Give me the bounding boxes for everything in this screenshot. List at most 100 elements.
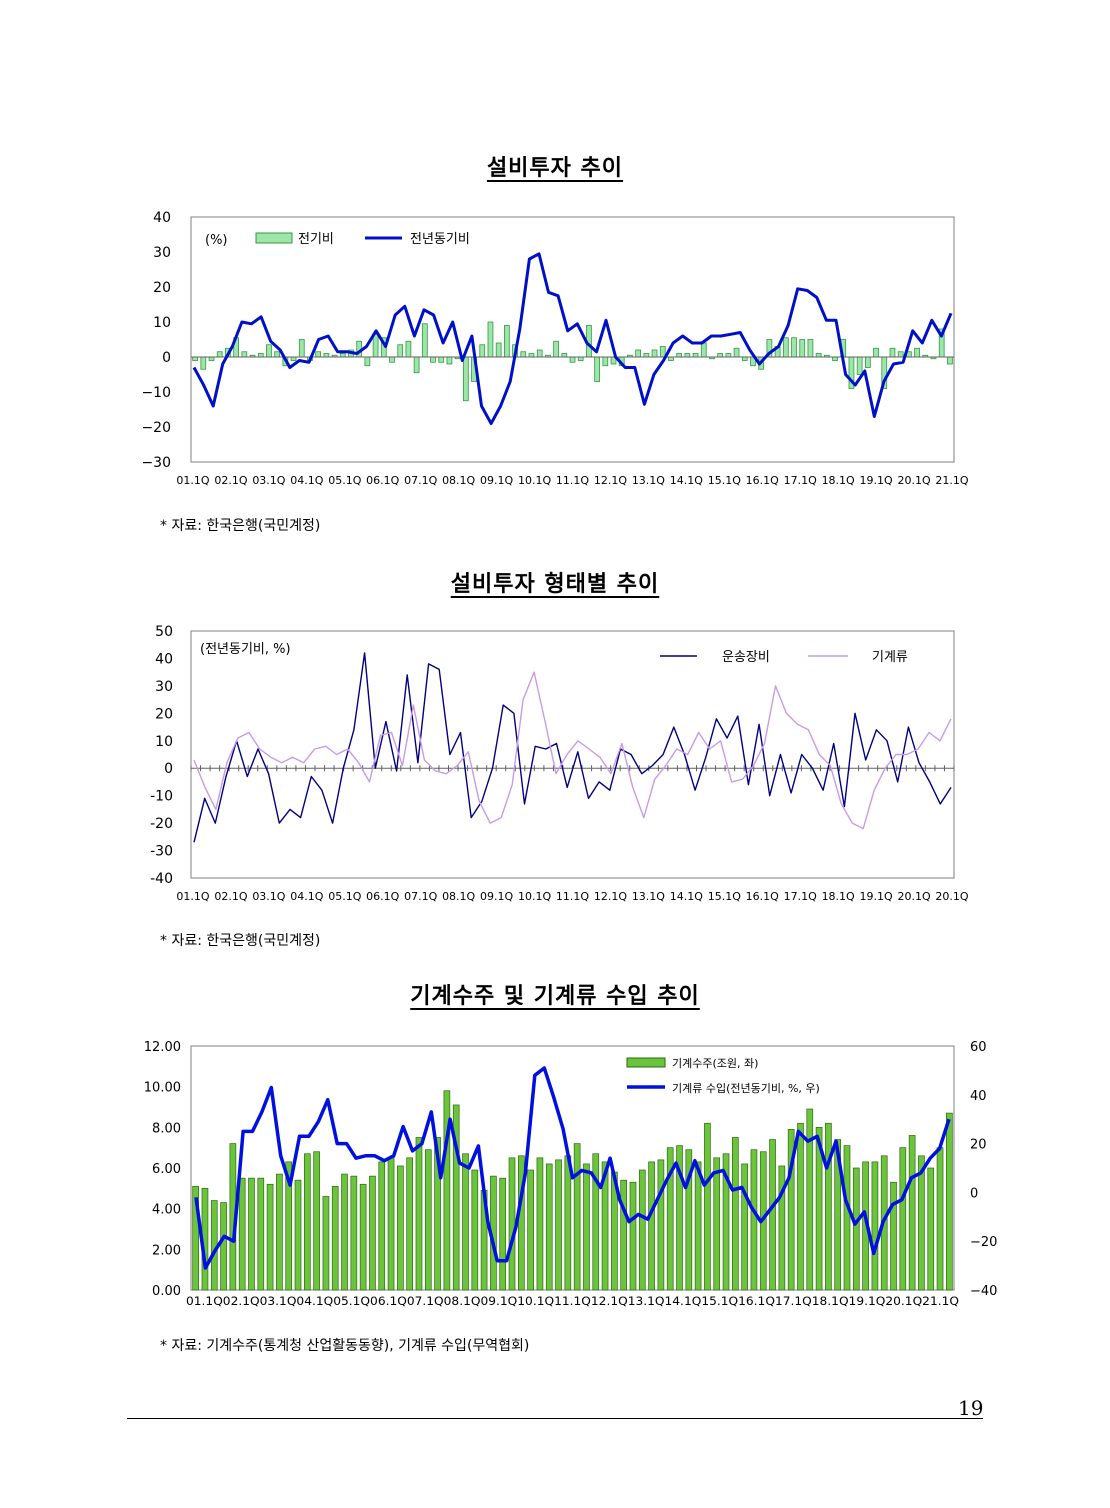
x-tick-label: 02.1Q [214, 890, 247, 903]
bar [555, 1159, 562, 1291]
y-tick-label: 50 [155, 624, 173, 640]
bar [856, 356, 863, 375]
bar [602, 356, 609, 367]
bar [668, 356, 674, 361]
legend-label: 기계수주(조원, 좌) [672, 1057, 758, 1070]
x-tick-label: 03.1Q [252, 474, 285, 487]
bar [452, 1104, 460, 1291]
bar [446, 356, 453, 365]
x-tick-label: 06.1Q [366, 474, 399, 487]
bar [322, 1196, 330, 1291]
bar [815, 1126, 823, 1291]
series-line-기계류-수입 [194, 1066, 951, 1270]
bar [946, 1112, 953, 1291]
bar [561, 353, 568, 358]
bar [339, 353, 346, 358]
bar [443, 1090, 451, 1291]
bar [298, 339, 305, 358]
bar [536, 1157, 544, 1291]
chart1-source: * 자료: 한국은행(국민계정) [160, 518, 321, 534]
bar [405, 340, 412, 358]
bar [528, 353, 535, 358]
y-tick-label: -30 [150, 844, 173, 860]
bar [424, 1149, 432, 1291]
bar [787, 1129, 795, 1291]
bar [238, 1177, 246, 1291]
x-tick-label: 13.1Q [632, 474, 665, 487]
bar [573, 1143, 581, 1291]
y-tick-label: 0 [164, 761, 173, 777]
bar [462, 356, 469, 402]
bar [791, 337, 797, 358]
y-tick-label: 30 [155, 679, 173, 695]
bar [700, 342, 707, 358]
bar [638, 1169, 646, 1291]
bar [643, 353, 650, 358]
y-left-tick-label: 10.00 [144, 1081, 181, 1096]
footer-rule [127, 1418, 983, 1419]
bar [685, 1149, 693, 1291]
bar [927, 1167, 935, 1291]
y-right-tick-label: −20 [970, 1235, 997, 1250]
bar [438, 356, 445, 363]
bar [378, 1161, 386, 1291]
bar [434, 1137, 441, 1291]
bar [732, 1137, 739, 1291]
x-tick-label: 12.1Q [594, 474, 627, 487]
bar [918, 1155, 925, 1291]
x-tick-label: 15.1Q [708, 890, 741, 903]
bar [274, 351, 281, 358]
unit-label: (전년동기비, %) [200, 642, 291, 657]
y-right-tick-label: −40 [970, 1284, 997, 1299]
bar [797, 1122, 804, 1291]
bar [873, 347, 879, 358]
bar [629, 1181, 637, 1291]
bar [914, 347, 920, 358]
bar [479, 344, 486, 358]
x-tick-label: 07.1Q [404, 474, 437, 487]
bar [200, 356, 207, 370]
x-tick-label: 19.1Q [860, 890, 893, 903]
bar [487, 321, 494, 358]
x-tick-label: 17.1Q [784, 890, 817, 903]
x-tick-labels: 01.1Q02.1Q03.1Q04.1Q05.1Q06.1Q07.1Q08.1Q… [186, 1294, 959, 1308]
bar [564, 1155, 572, 1291]
y-tick-label: −30 [141, 455, 171, 471]
x-tick-label: 05.1Q [328, 890, 361, 903]
x-tick-label: 16.1Q [746, 474, 779, 487]
bar [908, 1135, 916, 1291]
bar [722, 1153, 730, 1291]
y-left-tick-label: 12.00 [144, 1040, 181, 1055]
bar [369, 1175, 376, 1291]
bar [806, 1108, 814, 1291]
y-tick-label: 40 [155, 651, 173, 667]
bar [504, 325, 510, 358]
x-tick-label: 11.1Q [556, 890, 589, 903]
x-tick-label: 12.1Q [594, 890, 627, 903]
x-tick-label: 20.1Q [935, 890, 968, 903]
bar [889, 347, 896, 358]
x-tick-label: 19.1Q [860, 474, 893, 487]
bar [815, 353, 822, 358]
bar [871, 1161, 879, 1291]
x-tick-label: 11.1Q [556, 474, 589, 487]
y-tick-label: 40 [153, 210, 171, 226]
bar [635, 349, 641, 358]
x-tick-label: 18.1Q [822, 890, 855, 903]
y-tick-label: -10 [150, 789, 173, 805]
bar [684, 353, 691, 358]
bar [527, 1169, 534, 1291]
chart1-title: 설비투자 추이 [486, 156, 624, 181]
y-tick-label: 10 [155, 734, 173, 750]
bar [266, 344, 272, 358]
bar [583, 1163, 590, 1291]
y-left-tick-label: 0.00 [152, 1284, 181, 1299]
bar [389, 356, 395, 363]
bar [864, 356, 871, 368]
bar [778, 1165, 786, 1291]
bar [406, 1157, 413, 1291]
x-tick-label: 18.1Q [822, 474, 855, 487]
bar [601, 1161, 609, 1291]
bar [462, 1153, 469, 1291]
